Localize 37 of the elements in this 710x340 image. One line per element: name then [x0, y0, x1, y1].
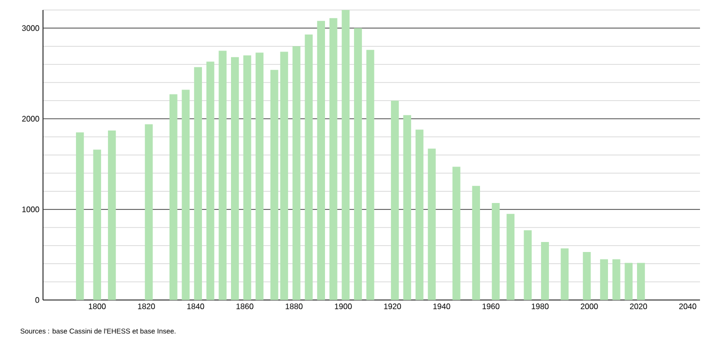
bar [218, 50, 227, 300]
bar [108, 130, 116, 300]
bar [270, 70, 278, 300]
bar [390, 100, 399, 300]
bar [582, 252, 591, 300]
bar [93, 150, 102, 300]
bar [541, 242, 549, 300]
bar [194, 67, 202, 300]
bar [492, 203, 500, 300]
bar [612, 259, 620, 300]
bar [366, 50, 374, 300]
bar [560, 248, 569, 300]
bar [280, 52, 288, 300]
bar [506, 214, 514, 300]
bar [304, 34, 313, 300]
bar [292, 46, 300, 300]
bar [329, 18, 338, 300]
bar [243, 55, 252, 300]
bar [637, 262, 645, 300]
bar [354, 28, 362, 300]
bar [76, 132, 84, 300]
bar [317, 20, 325, 300]
bar [182, 90, 190, 300]
bar [624, 262, 633, 300]
bar [416, 130, 424, 300]
bar [524, 230, 532, 300]
bar [600, 259, 608, 300]
bar [472, 186, 480, 300]
bar [169, 94, 178, 300]
bar [256, 52, 264, 300]
bar [403, 115, 412, 300]
bar [428, 148, 436, 300]
bar [231, 57, 239, 300]
bar [452, 166, 460, 300]
bar [342, 10, 350, 300]
bar [144, 124, 153, 300]
bar [206, 62, 214, 300]
